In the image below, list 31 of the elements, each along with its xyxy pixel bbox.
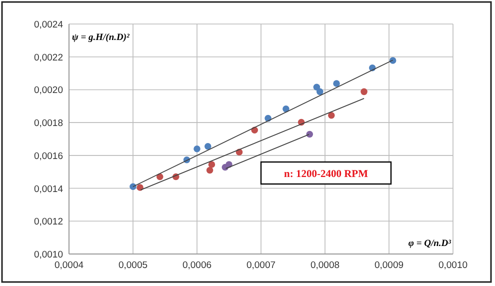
y-tick-label: 0,0022: [34, 52, 63, 64]
y-tick-label: 0,0014: [34, 184, 63, 195]
point: [208, 161, 216, 168]
point: [156, 173, 164, 180]
x-tick-label: 0,0006: [182, 260, 212, 271]
y-tick-label: 0,0010: [34, 250, 63, 260]
point: [204, 143, 212, 150]
x-tick-label: 0,0007: [246, 260, 276, 271]
y-tick-label: 0,0024: [34, 20, 63, 30]
point: [316, 88, 324, 96]
x-tick-label: 0,0004: [54, 260, 84, 271]
x-tick-label: 0,0009: [374, 260, 404, 271]
point: [328, 112, 335, 119]
point: [333, 80, 340, 87]
point: [313, 84, 320, 90]
annotation: n: 1200-2400 RPM: [284, 169, 368, 180]
x-tick-label: 0,0008: [310, 260, 340, 271]
point: [206, 166, 214, 174]
x-tick-label: 0,0005: [118, 260, 148, 271]
point: [136, 184, 144, 191]
point: [282, 106, 290, 112]
point: [360, 88, 368, 96]
x-axis-title: φ = Q/n.D³: [408, 239, 452, 249]
y-tick-label: 0,0020: [34, 85, 63, 96]
y-tick-label: 0,0012: [34, 216, 63, 228]
point: [194, 145, 200, 152]
y-axis-title: ψ = g.H/(n.D)²: [72, 33, 131, 43]
y-tick-label: 0,0018: [34, 118, 63, 130]
point: [306, 130, 314, 138]
y-tick-label: 0,0016: [34, 150, 63, 162]
x-tick-label: 0,0010: [438, 260, 468, 271]
